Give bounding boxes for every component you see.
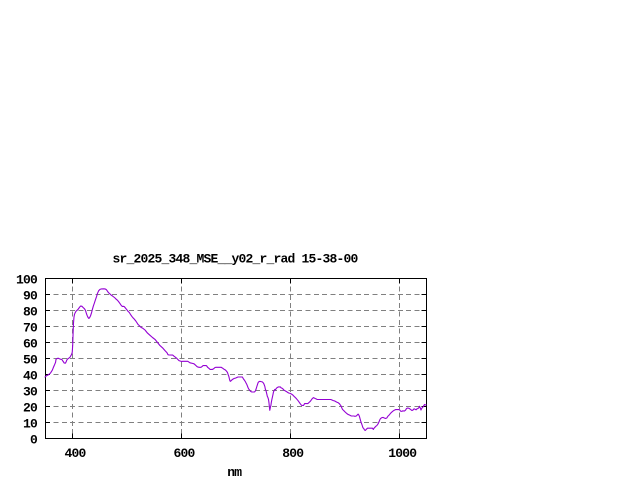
- svg-text:400: 400: [64, 446, 86, 461]
- svg-text:50: 50: [23, 352, 38, 367]
- svg-text:80: 80: [23, 304, 38, 319]
- svg-text:20: 20: [23, 400, 38, 415]
- svg-text:40: 40: [23, 368, 38, 383]
- svg-text:10: 10: [23, 416, 38, 431]
- svg-text:0: 0: [30, 432, 38, 447]
- svg-text:1000: 1000: [388, 446, 417, 461]
- svg-text:90: 90: [23, 288, 38, 303]
- svg-text:nm: nm: [227, 465, 242, 480]
- svg-text:60: 60: [23, 336, 38, 351]
- svg-text:600: 600: [173, 446, 195, 461]
- svg-text:sr_2025_348_MSE__y02_r_rad 15-: sr_2025_348_MSE__y02_r_rad 15-38-00: [112, 252, 358, 267]
- svg-text:100: 100: [16, 272, 38, 287]
- svg-text:70: 70: [23, 320, 38, 335]
- svg-text:30: 30: [23, 384, 38, 399]
- svg-text:800: 800: [282, 446, 304, 461]
